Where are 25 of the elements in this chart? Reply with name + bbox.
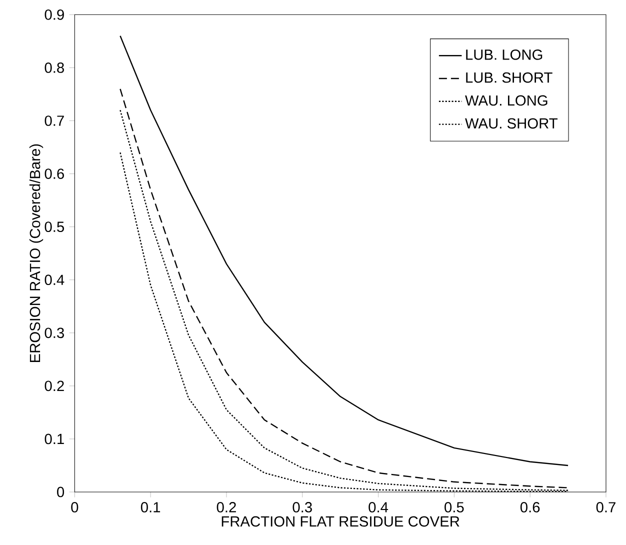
- y-tick-label: 0.7: [44, 116, 64, 126]
- y-tick-label: 0.4: [44, 274, 64, 286]
- x-tick-label: 0.7: [596, 502, 616, 512]
- y-tick-label: 0.5: [44, 222, 64, 232]
- legend-label: WAU. SHORT: [465, 118, 558, 129]
- y-tick-label: 0: [57, 486, 64, 498]
- x-tick-label: 0: [71, 502, 78, 512]
- y-tick-label: 0.6: [44, 168, 64, 179]
- y-tick-label: 0.3: [44, 328, 64, 338]
- y-tick-label: 0.1: [44, 434, 64, 444]
- x-tick-label: 0.1: [140, 502, 160, 512]
- legend-label: LUB. SHORT: [466, 72, 552, 83]
- x-tick-label: 0.2: [216, 502, 236, 512]
- x-axis-title: FRACTION FLAT RESIDUE COVER: [222, 516, 460, 527]
- legend-label: WAU. LONG: [465, 95, 548, 106]
- x-tick-label: 0.3: [292, 502, 312, 512]
- legend-label: LUB. LONG: [466, 49, 542, 60]
- y-tick-label: 0.9: [44, 9, 64, 20]
- y-axis-title: EROSION RATIO (Covered/Bare): [29, 144, 44, 362]
- y-tick-label: 0.2: [44, 380, 64, 392]
- y-tick-label: 0.8: [44, 62, 64, 73]
- line-series: [120, 35, 569, 466]
- x-tick-label: 0.5: [444, 502, 464, 512]
- x-tick-label: 0.6: [520, 502, 540, 512]
- x-tick-label: 0.4: [368, 502, 388, 512]
